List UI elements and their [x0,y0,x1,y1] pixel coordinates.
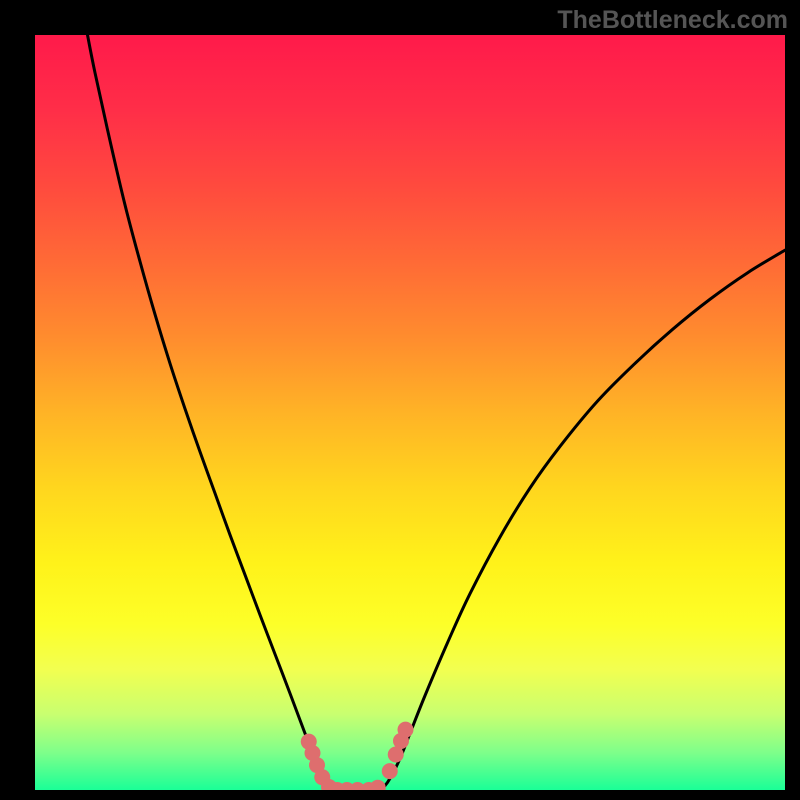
curve-right-branch [380,250,785,790]
scatter-point [370,780,386,790]
curve-layer [35,35,785,790]
scatter-point [398,722,414,738]
curve-left-branch [88,35,332,790]
watermark-text: TheBottleneck.com [557,6,788,35]
scatter-point [382,763,398,779]
chart-container: TheBottleneck.com [0,0,800,800]
plot-area [35,35,785,790]
